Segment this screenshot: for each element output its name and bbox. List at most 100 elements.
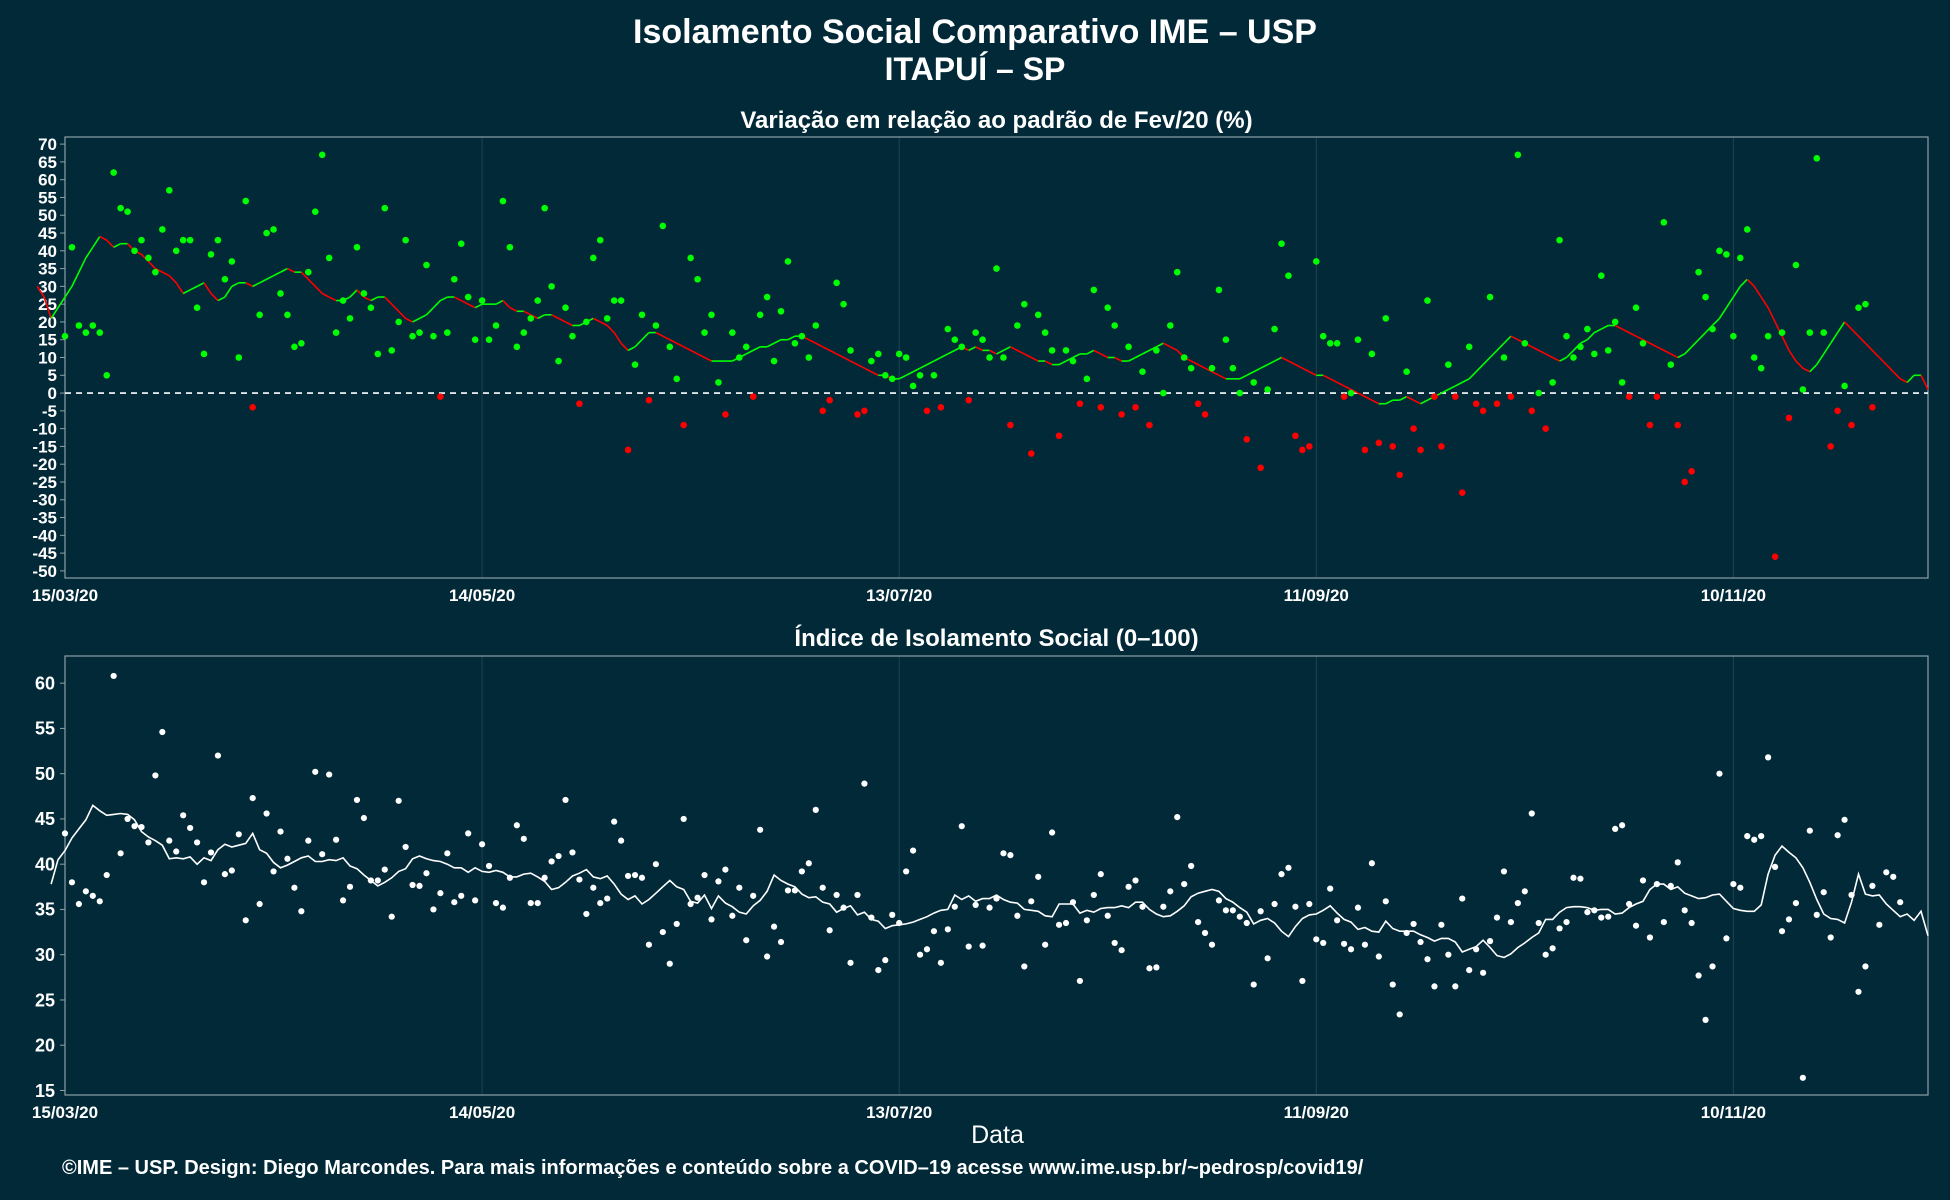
moving-average-segment	[224, 285, 233, 298]
data-point	[993, 895, 1000, 902]
moving-average-segment	[655, 331, 664, 337]
data-point	[465, 830, 472, 837]
moving-average-segment	[259, 278, 267, 284]
data-point	[743, 937, 750, 944]
moving-average-segment	[1086, 349, 1095, 355]
moving-average-segment	[1850, 328, 1860, 337]
data-point	[1709, 325, 1716, 333]
data-point	[1813, 155, 1821, 162]
moving-average-segment	[495, 299, 504, 305]
data-point	[221, 275, 229, 283]
data-point	[937, 403, 945, 411]
data-point	[200, 350, 208, 358]
y-tick-label: -35	[32, 508, 57, 527]
data-point	[1076, 977, 1084, 985]
moving-average-segment	[662, 335, 671, 341]
data-point	[1111, 939, 1118, 947]
data-point	[1062, 919, 1070, 927]
data-point	[395, 318, 402, 326]
y-tick-label: 15	[35, 1081, 55, 1101]
data-point	[1222, 336, 1230, 344]
data-point	[687, 900, 694, 908]
data-point	[75, 900, 83, 908]
data-point	[1292, 903, 1299, 910]
data-point	[1597, 272, 1605, 280]
data-point	[1806, 827, 1813, 834]
data-point	[159, 728, 166, 736]
data-point	[1194, 919, 1202, 926]
moving-average-segment	[773, 339, 782, 344]
data-point	[1486, 293, 1494, 301]
data-point	[763, 293, 771, 301]
data-point	[173, 848, 180, 855]
data-point	[1556, 236, 1563, 244]
moving-average-segment	[1788, 349, 1797, 362]
data-point	[451, 899, 458, 906]
data-point	[1764, 332, 1772, 340]
moving-average-segment	[683, 346, 691, 352]
moving-average-segment	[919, 363, 928, 369]
moving-average-segment	[161, 271, 170, 277]
data-point	[916, 371, 924, 379]
moving-average-segment	[975, 346, 983, 352]
moving-average-segment	[36, 285, 45, 298]
data-point	[478, 841, 486, 848]
data-point	[1500, 354, 1508, 361]
moving-average-segment	[280, 267, 288, 273]
data-point	[1014, 912, 1021, 919]
moving-average-segment	[1114, 356, 1122, 362]
data-point	[757, 826, 764, 833]
data-point	[1194, 400, 1202, 408]
data-point	[1799, 1074, 1806, 1081]
moving-average-segment	[1559, 356, 1567, 362]
moving-average-segment	[1885, 364, 1894, 373]
data-point	[367, 877, 374, 884]
data-point	[1660, 219, 1668, 226]
data-point	[1160, 389, 1167, 397]
data-point	[367, 304, 375, 312]
moving-average-segment	[1135, 353, 1143, 359]
data-point	[1598, 914, 1605, 921]
moving-average-segment	[996, 349, 1004, 355]
data-point	[339, 297, 347, 304]
y-tick-label: 15	[38, 331, 57, 350]
data-point	[506, 874, 513, 881]
data-point	[812, 806, 819, 813]
data-point	[1292, 432, 1299, 440]
data-point	[590, 254, 597, 262]
moving-average-segment	[391, 303, 400, 312]
moving-average-segment	[1760, 296, 1769, 309]
data-point	[1285, 272, 1292, 280]
data-point	[944, 926, 951, 933]
data-point	[819, 407, 827, 415]
data-point	[770, 923, 778, 930]
moving-average-segment	[1343, 385, 1352, 391]
data-point	[1083, 375, 1091, 383]
data-point	[1848, 421, 1855, 429]
moving-average-segment	[1545, 353, 1553, 359]
data-point	[1778, 329, 1786, 336]
data-point	[610, 297, 618, 304]
data-point	[1570, 354, 1577, 361]
moving-average-segment	[1844, 321, 1853, 330]
y-tick-label: 45	[35, 809, 55, 829]
moving-average-segment	[697, 353, 705, 359]
data-point	[256, 900, 263, 908]
plot-frame	[64, 655, 1929, 1096]
moving-average-segment	[1795, 360, 1804, 369]
data-point	[1069, 899, 1077, 906]
moving-average-segment	[1253, 367, 1262, 373]
data-point	[1257, 464, 1264, 472]
data-point	[1243, 919, 1250, 927]
data-point	[416, 882, 423, 890]
data-point	[569, 849, 576, 856]
data-point	[1758, 833, 1765, 840]
moving-average-segment	[606, 324, 615, 334]
data-point	[506, 243, 514, 251]
moving-average-segment	[1461, 378, 1470, 384]
data-point	[1792, 261, 1800, 269]
moving-average-segment	[440, 296, 448, 302]
data-point	[291, 343, 298, 351]
data-point	[472, 897, 479, 904]
moving-average-segment	[273, 271, 281, 277]
